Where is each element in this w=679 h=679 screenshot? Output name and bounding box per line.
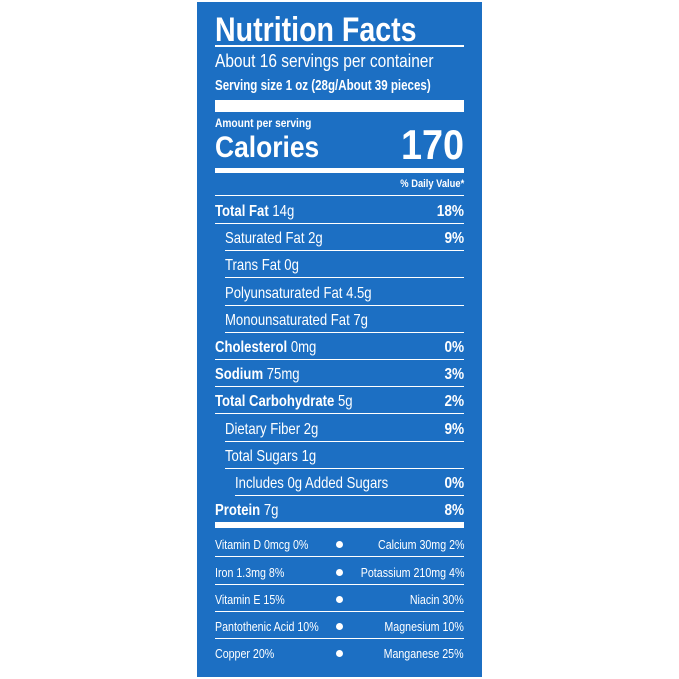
nutrient-label: Total Fat 14g: [215, 204, 294, 220]
rule: [215, 583, 464, 585]
nutrient-label: Includes 0g Added Sugars: [235, 476, 388, 492]
rule: [225, 331, 464, 333]
rule: [215, 413, 464, 415]
nutrient-label: Protein 7g: [215, 503, 278, 519]
nutrient-label: Total Sugars 1g: [225, 447, 317, 465]
rule: [225, 440, 464, 442]
vitamin-left: Vitamin E 15%: [215, 591, 285, 607]
daily-value: 0%: [444, 475, 464, 492]
nutrient-name: Saturated Fat 2g: [225, 230, 323, 248]
nutrient-amount: 14g: [272, 203, 295, 220]
bullet: [336, 650, 343, 658]
nutrient-amount: 5g: [337, 393, 353, 411]
nutrient-label: Sodium 75mg: [215, 367, 300, 383]
servings: About 16 servings per container: [215, 51, 434, 71]
rule: [235, 495, 464, 496]
bullet: [336, 595, 343, 603]
nutrient-label: Saturated Fat 2g: [225, 231, 323, 247]
vitamin-left: Copper 20%: [215, 646, 275, 662]
nutrient-label: Total Carbohydrate 5g: [215, 394, 353, 410]
nutrient-name: Total Fat: [215, 203, 269, 220]
daily-value: 9%: [444, 420, 464, 438]
nutrient-name: Monounsaturated Fat 7g: [225, 311, 368, 329]
rule: [225, 277, 464, 279]
vitamin-left: Iron 1.3mg 8%: [215, 564, 285, 580]
vitamin-right: Potassium 210mg 4%: [360, 564, 464, 580]
rule: [215, 359, 464, 360]
nutrient-name: Total Sugars 1g: [225, 447, 317, 465]
rule: [225, 250, 464, 252]
daily-value: 9%: [444, 230, 464, 248]
daily-value: 18%: [436, 203, 464, 220]
vitamin-left: Vitamin D 0mcg 0%: [215, 537, 309, 553]
calories-label: Calories: [215, 131, 320, 164]
nutrient-name: Cholesterol: [215, 339, 288, 356]
rule: [215, 610, 464, 612]
rule: [215, 556, 464, 558]
thick-rule: [215, 100, 464, 112]
nutrient-name: Includes 0g Added Sugars: [235, 475, 389, 492]
rule: [215, 223, 464, 224]
title: Nutrition Facts: [215, 11, 417, 49]
vitamin-right: Niacin 30%: [410, 591, 464, 607]
daily-value: 2%: [444, 393, 464, 411]
bullet: [336, 568, 343, 576]
nutrient-label: Dietary Fiber 2g: [225, 420, 319, 438]
vitamin-right: Manganese 25%: [383, 646, 464, 662]
nutrient-name: Sodium: [215, 366, 264, 384]
thick-rule: [215, 168, 464, 173]
rule: [215, 195, 464, 196]
amount-per-serving: Amount per serving: [215, 116, 312, 130]
nutrient-amount: 75mg: [266, 366, 300, 384]
rule: [225, 467, 464, 469]
rule: [215, 638, 464, 639]
nutrient-name: Polyunsaturated Fat 4.5g: [225, 284, 372, 302]
rule: [215, 45, 464, 47]
nutrition-label: Nutrition Facts About 16 servings per co…: [197, 2, 482, 677]
nutrient-name: Total Carbohydrate: [215, 393, 335, 411]
rule: [215, 386, 464, 388]
bullet: [336, 623, 343, 630]
rule: [225, 304, 464, 306]
vitamin-left: Pantothenic Acid 10%: [215, 619, 319, 634]
daily-value: 0%: [444, 339, 464, 356]
bullet: [336, 541, 343, 549]
nutrient-label: Cholesterol 0mg: [215, 340, 316, 356]
nutrient-name: Protein: [215, 502, 261, 520]
daily-value: 8%: [444, 502, 464, 520]
rule: [215, 522, 464, 529]
nutrient-label: Polyunsaturated Fat 4.5g: [225, 284, 372, 302]
nutrient-label: Monounsaturated Fat 7g: [225, 311, 368, 329]
daily-value: 3%: [444, 366, 464, 384]
nutrient-amount: 0mg: [290, 339, 317, 356]
nutrient-name: Trans Fat 0g: [225, 257, 299, 275]
nutrient-label: Trans Fat 0g: [225, 258, 299, 274]
calories-value: 170: [400, 121, 464, 168]
daily-value-header: % Daily Value*: [400, 178, 464, 190]
nutrient-name: Dietary Fiber 2g: [225, 420, 319, 438]
vitamin-right: Magnesium 10%: [384, 619, 464, 634]
nutrient-amount: 7g: [263, 502, 279, 520]
serving-size: Serving size 1 oz (28g/About 39 pieces): [215, 77, 431, 94]
vitamin-right: Calcium 30mg 2%: [377, 537, 464, 553]
